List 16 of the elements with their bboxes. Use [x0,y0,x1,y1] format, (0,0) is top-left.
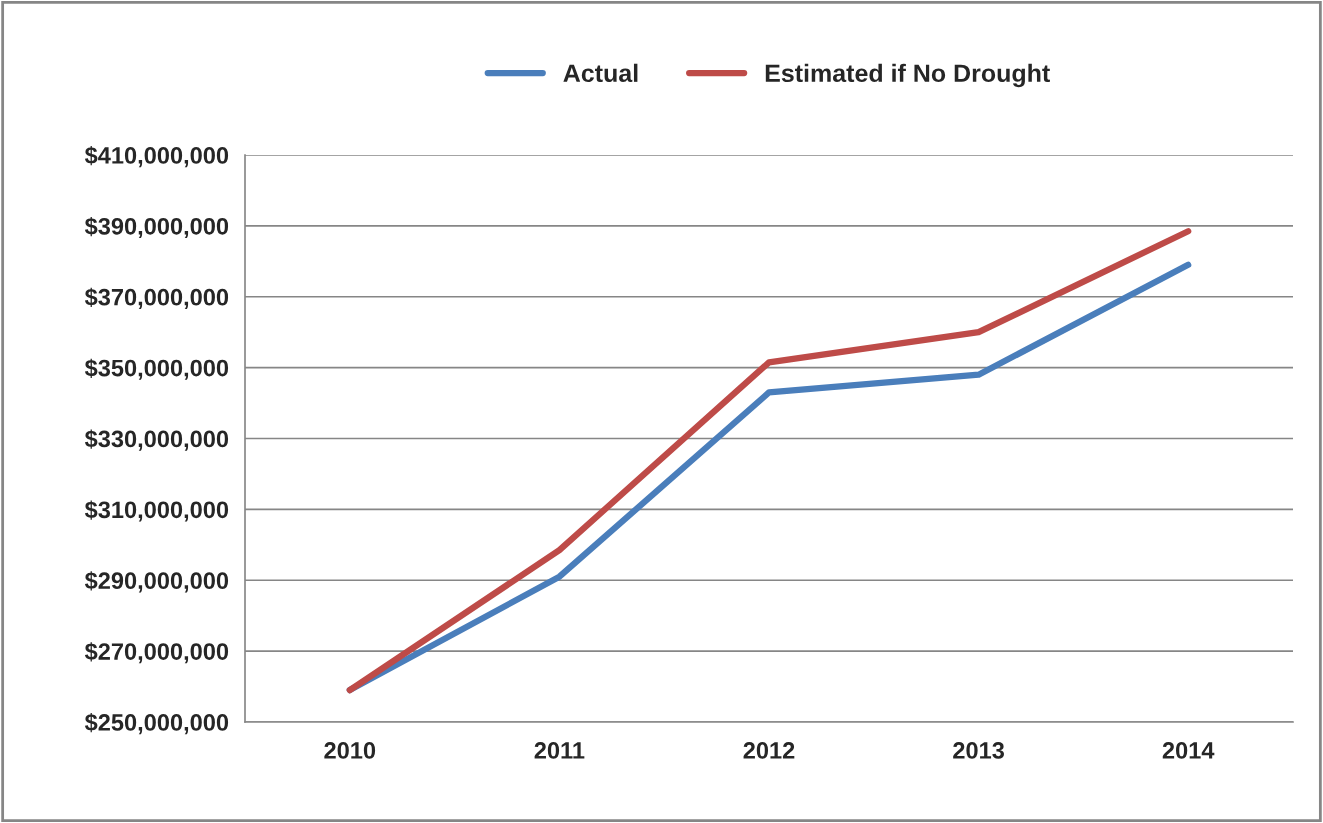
x-tick-label: 2013 [953,742,1005,759]
legend-label: Estimated if No Drought [765,63,1050,88]
x-tick-label: 2014 [1162,742,1215,759]
legend-label: Actual [563,63,638,83]
x-tick-label: 2011 [534,742,585,759]
y-tick-label: $290,000,000 [84,571,229,593]
y-tick-label: $330,000,000 [84,429,229,451]
y-tick-label: $350,000,000 [84,358,229,380]
y-tick-label: $410,000,000 [84,146,229,168]
y-tick-label: $390,000,000 [84,216,229,239]
x-tick-label: 2012 [743,742,795,759]
y-tick-label: $270,000,000 [84,642,229,664]
x-tick-label: 2010 [324,742,376,759]
y-tick-label: $370,000,000 [84,287,229,309]
y-tick-label: $310,000,000 [84,500,229,522]
y-tick-label: $250,000,000 [84,713,229,735]
